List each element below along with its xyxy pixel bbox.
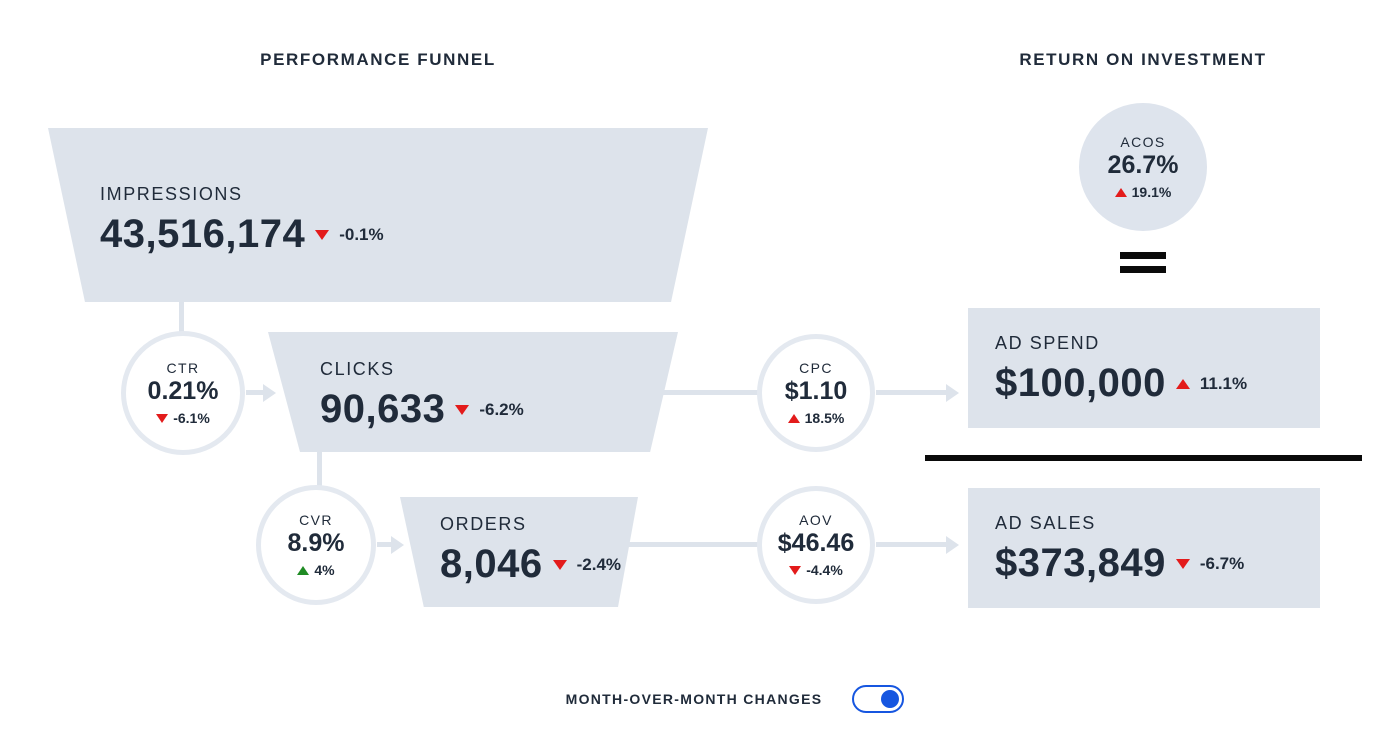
delta-down-icon (156, 413, 169, 423)
arrow-right-icon (946, 536, 959, 554)
connector-cvr-orders (377, 542, 392, 547)
ad-spend-label: AD SPEND (995, 333, 1100, 353)
funnel-shape (48, 128, 708, 302)
cpc-delta: 18.5% (804, 410, 845, 426)
cvr-metric-circle: CVR 8.9% 4% (256, 485, 376, 605)
mom-changes-toggle[interactable] (852, 685, 904, 713)
impressions-delta: -0.1% (339, 224, 384, 244)
return-on-investment-title: RETURN ON INVESTMENT (1019, 50, 1267, 69)
delta-up-icon (1175, 378, 1190, 389)
acos-label: ACOS (1120, 134, 1166, 150)
delta-up-icon (297, 565, 310, 575)
cvr-delta: 4% (314, 562, 335, 578)
cpc-metric-circle: CPC $1.10 18.5% (757, 334, 875, 452)
delta-down-icon (552, 559, 567, 570)
ad-sales-label: AD SALES (995, 513, 1096, 533)
connector-clicks-cpc (660, 390, 758, 395)
delta-down-icon (315, 229, 330, 240)
equals-icon (1120, 266, 1166, 273)
orders-label: ORDERS (440, 514, 527, 534)
acos-delta: 19.1% (1131, 184, 1172, 200)
ad-sales-delta: -6.7% (1199, 553, 1245, 573)
connector-impressions-ctr (179, 300, 184, 333)
connector-cpc-adspend (876, 390, 946, 395)
orders-stage: ORDERS 8,046 -2.4% (400, 497, 638, 607)
aov-metric-circle: AOV $46.46 -4.4% (757, 486, 875, 604)
toggle-knob-icon (881, 690, 899, 708)
ad-spend-box: AD SPEND $100,000 11.1% (968, 308, 1320, 428)
ad-spend-value: $100,000 (995, 361, 1166, 405)
fraction-divider (925, 455, 1362, 461)
equals-icon (1120, 252, 1166, 259)
impressions-label: IMPRESSIONS (100, 184, 243, 204)
impressions-stage: IMPRESSIONS 43,516,174 -0.1% (48, 128, 708, 302)
connector-aov-adsales (876, 542, 946, 547)
ctr-delta: -6.1% (173, 410, 210, 426)
performance-funnel-title: PERFORMANCE FUNNEL (260, 50, 496, 69)
delta-up-icon (1114, 187, 1127, 197)
ctr-label: CTR (166, 360, 200, 376)
acos-metric-circle: ACOS 26.7% 19.1% (1079, 103, 1207, 231)
cvr-value: 8.9% (287, 529, 345, 557)
clicks-value: 90,633 (320, 387, 446, 431)
ad-spend-delta: 11.1% (1199, 373, 1248, 393)
aov-value: $46.46 (777, 529, 855, 557)
cvr-label: CVR (299, 512, 333, 528)
delta-up-icon (787, 413, 800, 423)
arrow-right-icon (391, 536, 404, 554)
orders-delta: -2.4% (576, 554, 622, 574)
aov-label: AOV (799, 512, 833, 528)
funnel-shape (400, 497, 638, 607)
delta-down-icon (789, 565, 802, 575)
delta-down-icon (1175, 558, 1190, 569)
orders-value: 8,046 (440, 542, 543, 586)
ctr-value: 0.21% (147, 377, 219, 405)
arrow-right-icon (946, 384, 959, 402)
clicks-label: CLICKS (320, 359, 395, 379)
ad-sales-value: $373,849 (995, 541, 1166, 585)
funnel-shape (268, 332, 678, 452)
aov-delta: -4.4% (806, 562, 843, 578)
acos-value: 26.7% (1107, 151, 1179, 179)
clicks-stage: CLICKS 90,633 -6.2% (268, 332, 678, 452)
arrow-right-icon (263, 384, 276, 402)
connector-orders-aov (626, 542, 758, 547)
cpc-label: CPC (799, 360, 833, 376)
impressions-value: 43,516,174 (100, 212, 306, 256)
ctr-metric-circle: CTR 0.21% -6.1% (121, 331, 245, 455)
ad-sales-box: AD SALES $373,849 -6.7% (968, 488, 1320, 608)
connector-ctr-clicks (246, 390, 264, 395)
mom-changes-toggle-label: MONTH-OVER-MONTH CHANGES (565, 691, 823, 707)
delta-down-icon (455, 404, 470, 415)
cpc-value: $1.10 (784, 377, 848, 405)
clicks-delta: -6.2% (479, 399, 524, 419)
connector-clicks-cvr (317, 450, 322, 487)
